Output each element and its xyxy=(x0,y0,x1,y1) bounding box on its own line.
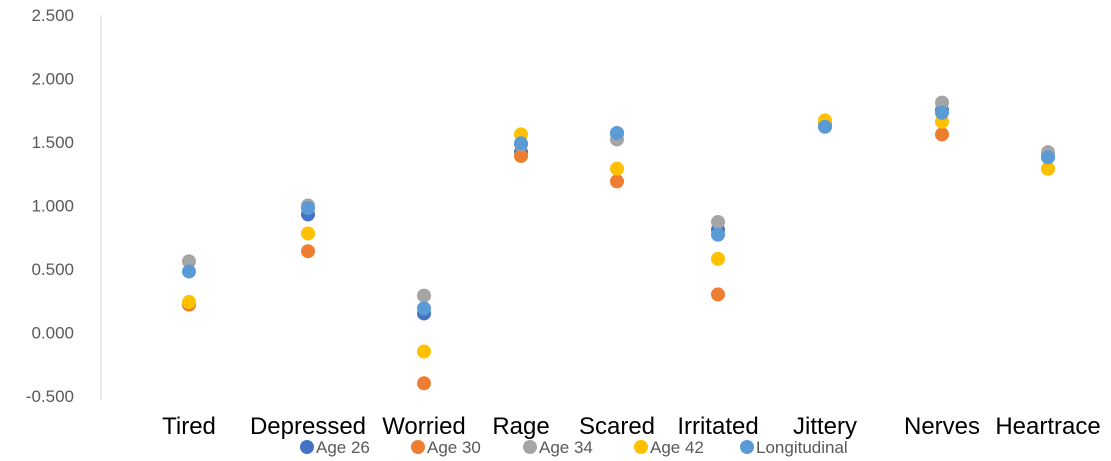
legend-marker xyxy=(411,440,425,454)
data-point-age-34 xyxy=(711,215,725,230)
legend-marker xyxy=(634,440,648,454)
data-point-longitudinal xyxy=(711,227,725,242)
data-point-age-30 xyxy=(417,376,431,391)
y-tick-label: 2.500 xyxy=(31,6,74,25)
data-point-longitudinal xyxy=(610,126,624,141)
x-tick-label: Heartrace xyxy=(995,413,1100,440)
data-point-longitudinal xyxy=(818,119,832,134)
data-point-age-42 xyxy=(417,344,431,359)
y-tick-label: 1.500 xyxy=(31,133,74,152)
x-axis-tick-labels: Tired Depressed Worried Rage Scared Irritated… xyxy=(162,413,1101,440)
y-tick-label: 1.000 xyxy=(31,197,74,216)
y-tick-label: 2.000 xyxy=(31,70,74,89)
x-tick-label: Scared xyxy=(579,413,655,440)
y-axis-tick-labels: 2.500 2.000 1.500 1.000 0.500 0.000 -0.500 xyxy=(26,6,74,406)
x-tick-label: Rage xyxy=(492,413,549,440)
legend-label: Longitudinal xyxy=(756,438,848,457)
y-tick-label: 0.500 xyxy=(31,260,74,279)
data-point-age-30 xyxy=(610,174,624,189)
data-point-longitudinal xyxy=(1041,150,1055,165)
y-tick-label: -0.500 xyxy=(26,387,74,406)
data-points xyxy=(182,95,1055,391)
x-tick-label: Irritated xyxy=(677,413,758,440)
legend: Age 26 Age 30 Age 34 Age 42 Longitudinal xyxy=(300,438,848,457)
data-point-age-30 xyxy=(711,287,725,302)
data-point-longitudinal xyxy=(935,105,949,120)
data-point-longitudinal xyxy=(182,264,196,279)
data-point-age-42 xyxy=(301,226,315,241)
data-point-age-42 xyxy=(1041,161,1055,176)
x-tick-label: Nerves xyxy=(904,413,980,440)
x-tick-label: Worried xyxy=(382,413,466,440)
legend-label: Age 26 xyxy=(316,438,370,457)
legend-label: Age 30 xyxy=(427,438,481,457)
data-point-longitudinal xyxy=(301,201,315,216)
data-point-longitudinal xyxy=(417,301,431,316)
data-point-age-34 xyxy=(417,288,431,303)
legend-marker xyxy=(300,440,314,454)
legend-marker xyxy=(523,440,537,454)
y-tick-label: 0.000 xyxy=(31,324,74,343)
data-point-longitudinal xyxy=(514,136,528,151)
data-point-age-30 xyxy=(514,148,528,163)
legend-marker xyxy=(740,440,754,454)
x-tick-label: Tired xyxy=(162,413,216,440)
x-tick-label: Jittery xyxy=(793,413,857,440)
data-point-age-30 xyxy=(301,244,315,259)
data-point-age-42 xyxy=(182,295,196,310)
x-tick-label: Depressed xyxy=(250,413,366,440)
data-point-age-42 xyxy=(711,251,725,266)
data-point-age-34 xyxy=(182,254,196,269)
legend-label: Age 42 xyxy=(650,438,704,457)
data-point-age-30 xyxy=(935,127,949,142)
data-point-age-34 xyxy=(935,95,949,110)
legend-label: Age 34 xyxy=(539,438,593,457)
data-point-age-42 xyxy=(610,161,624,176)
